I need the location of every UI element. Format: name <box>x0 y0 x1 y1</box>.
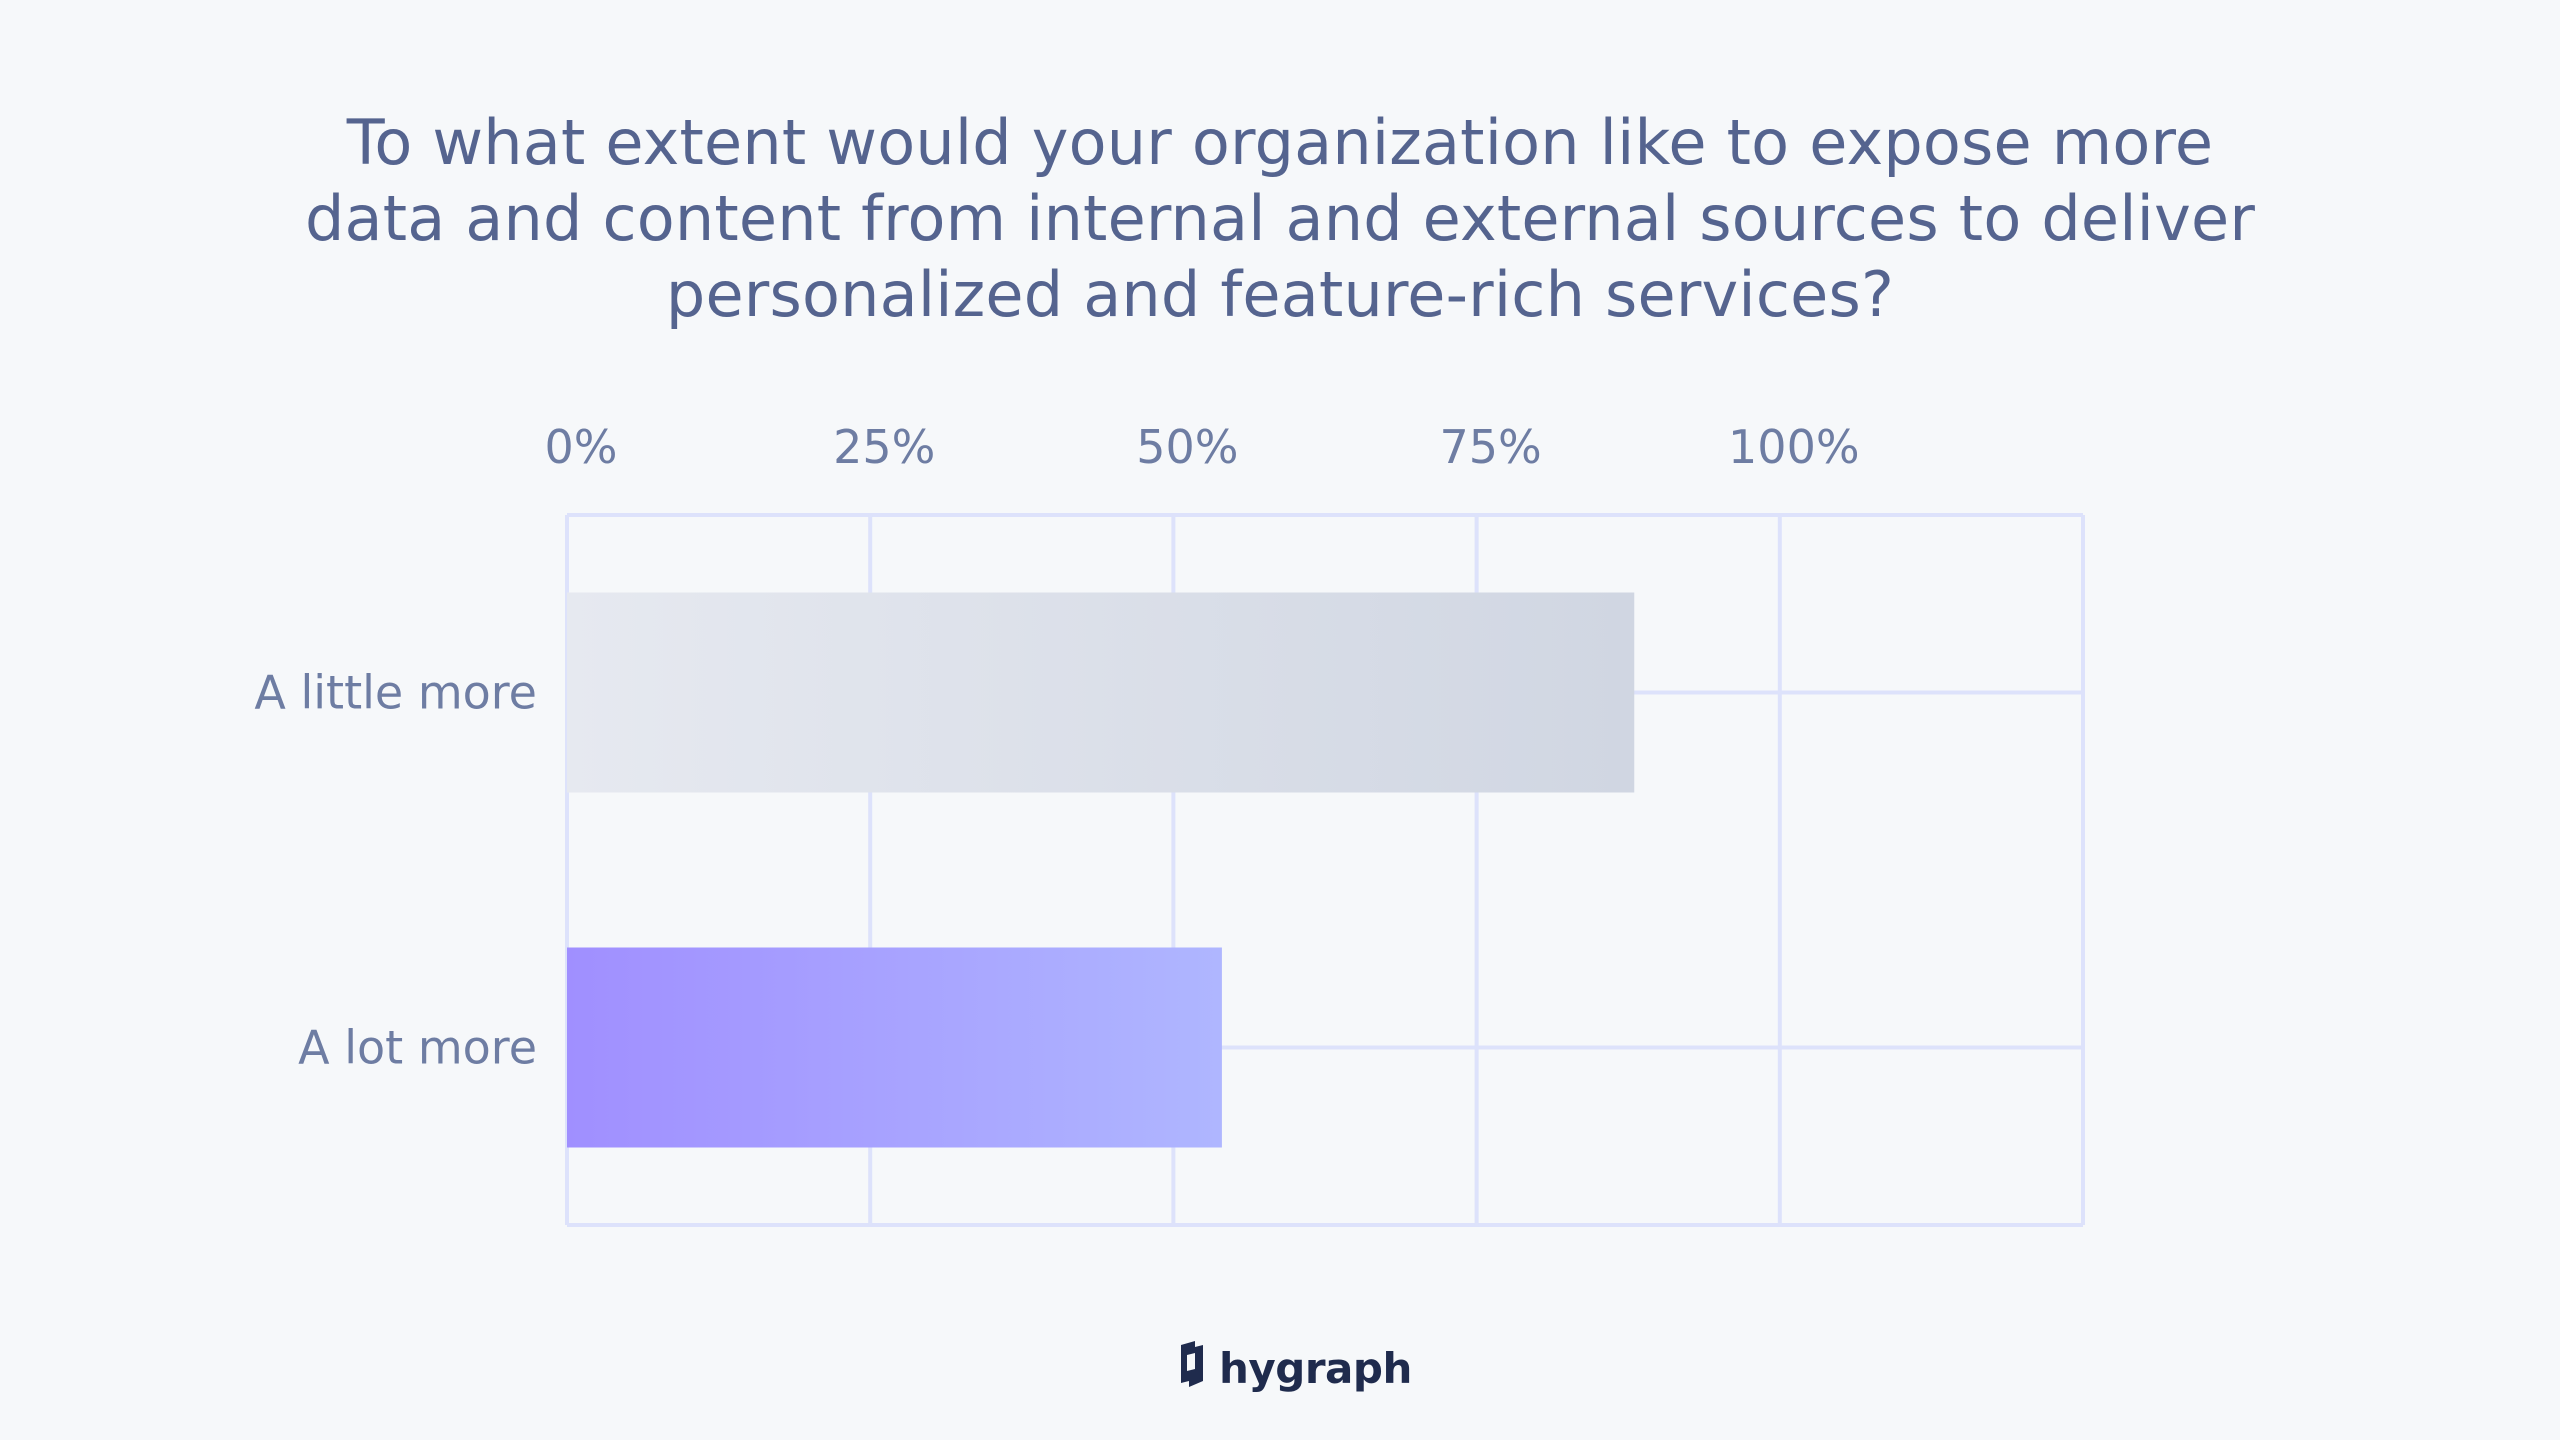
tick-label-4: 100% <box>1728 420 1860 474</box>
bar-1 <box>567 947 1222 1148</box>
bars <box>567 592 1635 1148</box>
hygraph-logo-icon <box>1181 1341 1203 1387</box>
brand: hygraph <box>1175 1338 1412 1398</box>
bar-0 <box>567 592 1635 793</box>
tick-label-1: 25% <box>833 420 935 474</box>
brand-name: hygraph <box>1219 1343 1412 1393</box>
category-label-0: A little more <box>254 666 537 720</box>
category-label-1: A lot more <box>298 1021 537 1075</box>
tick-label-2: 50% <box>1136 420 1238 474</box>
category-labels: A little more A lot more <box>254 666 537 1075</box>
x-axis-ticks: 0% 25% 50% 75% 100% <box>545 420 1860 474</box>
tick-label-0: 0% <box>545 420 618 474</box>
chart-title: To what extent would your organization l… <box>304 106 2256 331</box>
tick-label-3: 75% <box>1439 420 1541 474</box>
